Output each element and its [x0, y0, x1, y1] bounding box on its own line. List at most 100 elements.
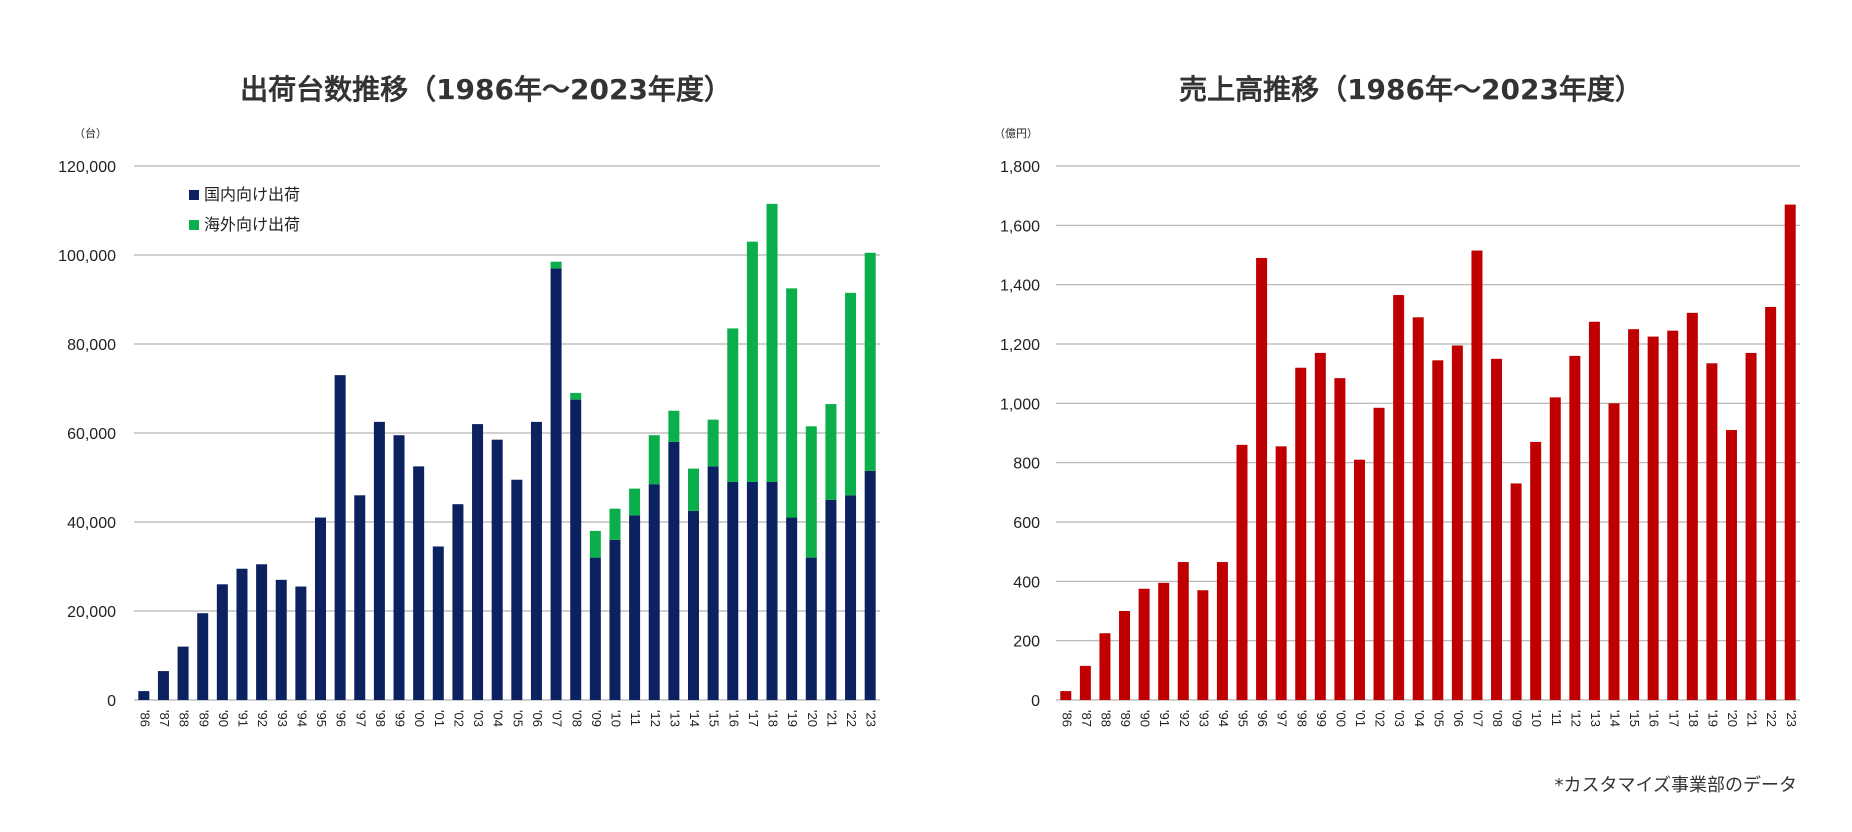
x-tick-label: '19 — [1705, 710, 1720, 727]
sales-bar-primary — [1530, 441, 1542, 700]
sales-bar-primary — [1647, 336, 1659, 700]
shipments-bar-primary — [530, 421, 542, 700]
x-tick-label: '86 — [137, 710, 152, 727]
shipments-bar-primary — [256, 564, 268, 700]
shipments-bar-secondary — [648, 435, 660, 485]
shipments-bar-primary — [864, 470, 876, 700]
shipments-bar-primary — [393, 435, 405, 700]
y-tick-label: 0 — [1031, 693, 1040, 710]
x-tick-label: '14 — [687, 710, 702, 727]
shipments-bar-secondary — [805, 426, 817, 558]
shipments-bar-primary — [629, 515, 641, 700]
x-tick-label: '08 — [1490, 710, 1505, 727]
shipments-bar-primary — [589, 557, 601, 700]
x-tick-label: '22 — [1764, 710, 1779, 727]
shipments-bar-primary — [275, 579, 287, 700]
sales-bar-primary — [1079, 665, 1091, 700]
y-tick-label: 200 — [1013, 634, 1040, 651]
x-tick-label: '92 — [255, 710, 270, 727]
shipments-bar-primary — [295, 586, 307, 700]
shipments-bar-primary — [216, 584, 228, 700]
sales-bar-primary — [1549, 397, 1561, 700]
x-tick-label: '00 — [412, 710, 427, 727]
x-tick-label: '91 — [236, 710, 251, 727]
sales-bar-primary — [1784, 204, 1796, 701]
x-tick-label: '04 — [491, 710, 506, 727]
x-tick-label: '09 — [1510, 710, 1525, 727]
x-tick-label: '07 — [1471, 710, 1486, 727]
sales-unit-label: （億円） — [994, 127, 1038, 140]
shipments-bar-primary — [805, 557, 817, 700]
x-tick-label: '10 — [1529, 710, 1544, 727]
x-tick-label: '04 — [1412, 710, 1427, 727]
shipments-bar-primary — [766, 481, 778, 700]
x-tick-label: '03 — [471, 710, 486, 727]
x-tick-label: '88 — [177, 710, 192, 727]
y-tick-label: 100,000 — [58, 248, 116, 265]
sales-bar-primary — [1119, 611, 1131, 700]
x-tick-label: '91 — [1157, 710, 1172, 727]
y-tick-label: 40,000 — [67, 515, 116, 532]
x-tick-label: '21 — [824, 710, 839, 727]
sales-bar-primary — [1510, 483, 1522, 700]
shipments-bar-secondary — [786, 288, 798, 518]
x-tick-label: '20 — [805, 710, 820, 727]
shipments-bar-primary — [609, 539, 621, 700]
x-tick-label: '05 — [1431, 710, 1446, 727]
shipments-bar-secondary — [707, 419, 719, 467]
shipments-bar-primary — [138, 691, 150, 700]
y-tick-label: 1,600 — [1000, 218, 1040, 235]
x-tick-label: '94 — [1216, 710, 1231, 727]
sales-bar-primary — [1451, 345, 1463, 700]
shipments-bars — [138, 203, 876, 700]
y-tick-label: 1,800 — [1000, 159, 1040, 176]
sales-bar-primary — [1353, 459, 1365, 700]
sales-bar-primary — [1197, 590, 1209, 700]
shipments-bar-primary — [707, 466, 719, 700]
sales-bar-primary — [1686, 312, 1698, 700]
shipments-bar-secondary — [825, 404, 837, 500]
footnote: *カスタマイズ事業部のデータ — [1555, 775, 1797, 796]
x-tick-label: '21 — [1745, 710, 1760, 727]
sales-bar-primary — [1373, 407, 1385, 700]
sales-bars — [1060, 204, 1796, 701]
y-tick-label: 0 — [107, 693, 116, 710]
x-tick-label: '17 — [746, 710, 761, 727]
x-tick-label: '19 — [785, 710, 800, 727]
sales-bar-primary — [1725, 430, 1737, 700]
shipments-bar-secondary — [589, 530, 601, 558]
sales-bar-primary — [1393, 295, 1405, 700]
x-tick-label: '02 — [451, 710, 466, 727]
shipments-bar-primary — [550, 268, 562, 700]
shipments-bar-primary — [315, 517, 326, 700]
y-tick-label: 60,000 — [67, 426, 116, 443]
x-tick-label: '97 — [1275, 710, 1290, 727]
sales-y-axis: 0 200 400 600 800 1,000 1,200 1,400 1,600 1,800 — [1000, 159, 1040, 710]
x-tick-label: '17 — [1666, 710, 1681, 727]
x-tick-label: '02 — [1373, 710, 1388, 727]
x-tick-label: '98 — [373, 710, 388, 727]
shipments-chart: 出荷台数推移（1986年～2023年度） （台） 0 20,000 40,000 60… — [58, 73, 880, 727]
shipments-bar-primary — [746, 481, 758, 700]
y-tick-label: 400 — [1013, 574, 1040, 591]
x-tick-label: '87 — [157, 710, 172, 727]
sales-bar-primary — [1216, 562, 1228, 700]
x-tick-label: '89 — [1118, 710, 1133, 727]
x-tick-label: '96 — [334, 710, 349, 727]
sales-bar-primary — [1236, 444, 1248, 700]
shipments-bar-primary — [236, 568, 248, 700]
sales-bar-primary — [1628, 329, 1640, 700]
shipments-bar-primary — [511, 479, 523, 700]
x-tick-label: '14 — [1608, 710, 1623, 727]
x-tick-label: '95 — [314, 710, 329, 727]
x-tick-label: '16 — [1647, 710, 1662, 727]
sales-bar-primary — [1706, 363, 1718, 700]
shipments-bar-primary — [354, 495, 366, 700]
shipments-bar-primary — [334, 375, 346, 700]
x-tick-label: '90 — [1138, 710, 1153, 727]
x-tick-label: '12 — [648, 710, 663, 727]
y-tick-label: 800 — [1013, 456, 1040, 473]
x-tick-label: '01 — [432, 710, 447, 727]
y-tick-label: 600 — [1013, 515, 1040, 532]
